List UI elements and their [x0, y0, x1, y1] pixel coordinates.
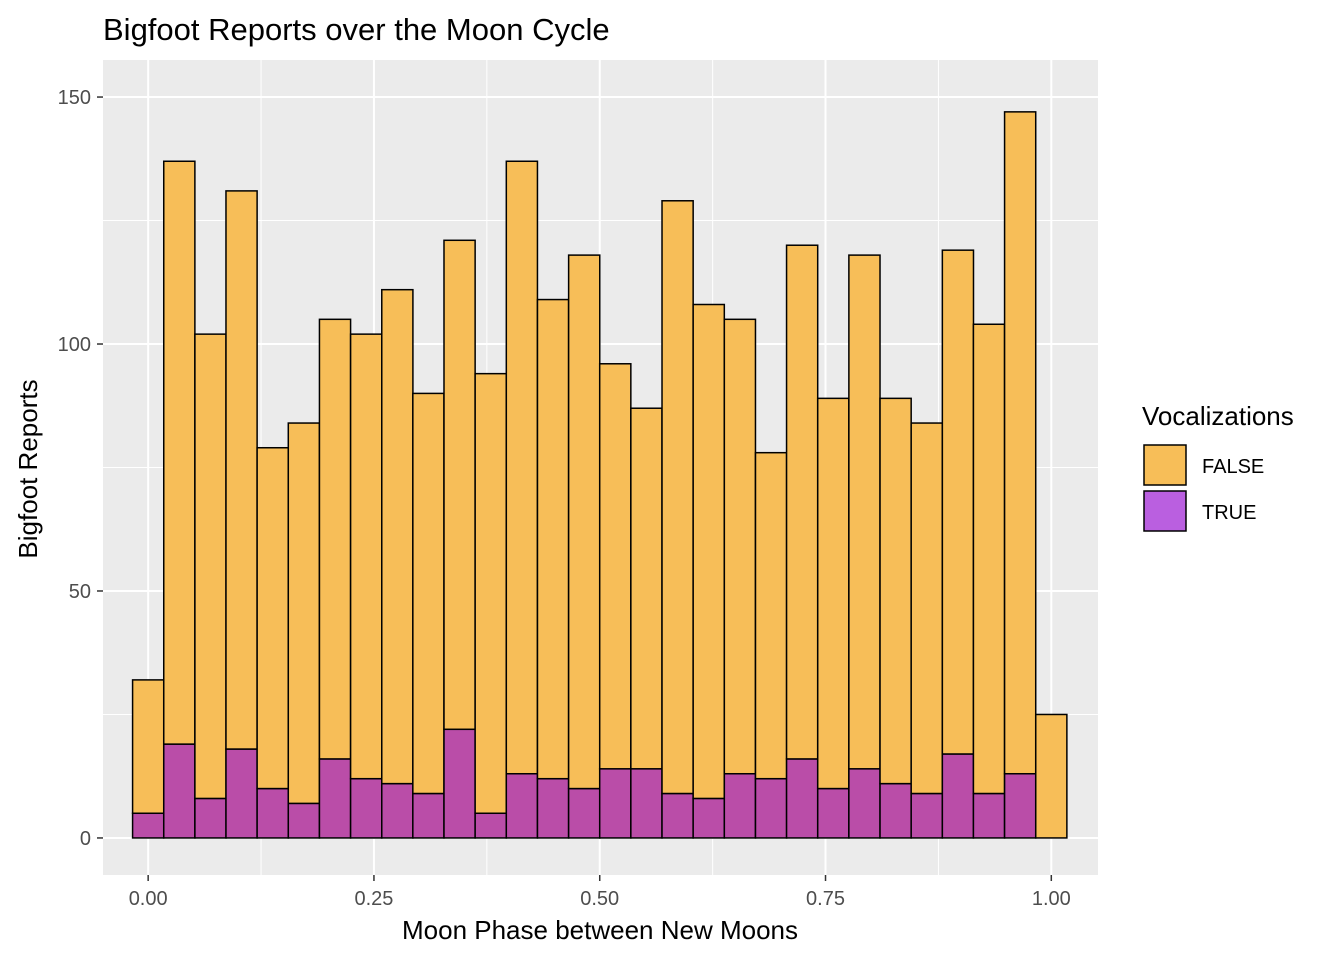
bar-true — [225, 748, 258, 839]
bar-false — [474, 372, 508, 815]
bar-true — [505, 772, 539, 839]
bar-false — [412, 392, 445, 795]
bar-false — [162, 160, 196, 745]
bar-true — [630, 768, 663, 839]
bar-true — [318, 758, 352, 839]
bar-false — [972, 323, 1006, 795]
bar-false — [785, 244, 819, 760]
bar-false — [318, 318, 352, 760]
x-tick-label: 0.25 — [354, 888, 393, 910]
bar-false — [225, 190, 258, 750]
bar-false — [505, 160, 539, 775]
bar-false — [848, 254, 881, 770]
bar-false — [941, 249, 975, 755]
bar-false — [536, 298, 570, 780]
bar-false — [661, 200, 694, 795]
y-tick-label: 50 — [69, 581, 91, 603]
bar-true — [194, 797, 227, 839]
bar-false — [816, 397, 850, 790]
bar-true — [910, 792, 944, 839]
legend-title: Vocalizations — [1142, 401, 1294, 431]
legend-label-true: TRUE — [1202, 502, 1256, 524]
bar-false — [567, 254, 601, 790]
bar-true — [567, 787, 601, 839]
bar-true — [754, 777, 788, 839]
bar-true — [598, 768, 632, 839]
y-tick-label: 0 — [80, 828, 91, 850]
chart-title: Bigfoot Reports over the Moon Cycle — [103, 12, 610, 47]
bar-false — [256, 446, 290, 790]
bar-true — [381, 782, 414, 839]
bar-false — [287, 422, 321, 805]
legend-key-false — [1143, 444, 1187, 486]
bar-true — [661, 792, 694, 839]
bar-false — [910, 422, 944, 795]
bar-false — [131, 679, 165, 815]
bar-true — [723, 772, 757, 839]
bar-true — [848, 768, 881, 839]
bar-true — [1003, 772, 1037, 839]
x-tick-label: 0.50 — [580, 888, 619, 910]
bar-true — [256, 787, 290, 839]
legend-label-false: FALSE — [1202, 456, 1264, 478]
x-tick-label: 0.00 — [129, 888, 168, 910]
bar-true — [785, 758, 819, 839]
y-axis: 0 50 100 150 — [58, 87, 103, 850]
bar-true — [131, 812, 165, 839]
x-axis-title: Moon Phase between New Moons — [402, 915, 798, 945]
bar-true — [443, 728, 476, 839]
bar-false — [630, 407, 663, 770]
bars-group — [131, 111, 1068, 839]
bar-true — [941, 753, 975, 839]
bar-false — [1003, 111, 1037, 775]
bar-true — [879, 782, 912, 839]
bar-false — [349, 333, 383, 780]
bar-false — [754, 451, 788, 780]
bar-true — [816, 787, 850, 839]
bar-false — [1034, 713, 1068, 839]
bar-true — [474, 812, 508, 839]
bar-true — [162, 743, 196, 839]
bar-false — [879, 397, 912, 785]
legend: Vocalizations FALSE TRUE — [1142, 401, 1294, 532]
y-axis-title: Bigfoot Reports — [13, 379, 43, 558]
bar-false — [598, 363, 632, 770]
bar-false — [443, 239, 476, 731]
bar-false — [381, 288, 414, 785]
y-tick-label: 100 — [58, 334, 91, 356]
bar-true — [349, 777, 383, 839]
x-tick-label: 0.75 — [806, 888, 845, 910]
bar-false — [723, 318, 757, 775]
bar-true — [972, 792, 1006, 839]
x-axis: 0.00 0.25 0.50 0.75 1.00 — [129, 875, 1071, 910]
bar-true — [536, 777, 570, 839]
bar-true — [287, 802, 321, 839]
legend-key-true — [1143, 490, 1187, 532]
bar-true — [692, 797, 726, 839]
x-tick-label: 1.00 — [1032, 888, 1071, 910]
y-tick-label: 150 — [58, 87, 91, 109]
bar-false — [692, 303, 726, 800]
bar-true — [412, 792, 445, 839]
bar-false — [194, 333, 227, 800]
